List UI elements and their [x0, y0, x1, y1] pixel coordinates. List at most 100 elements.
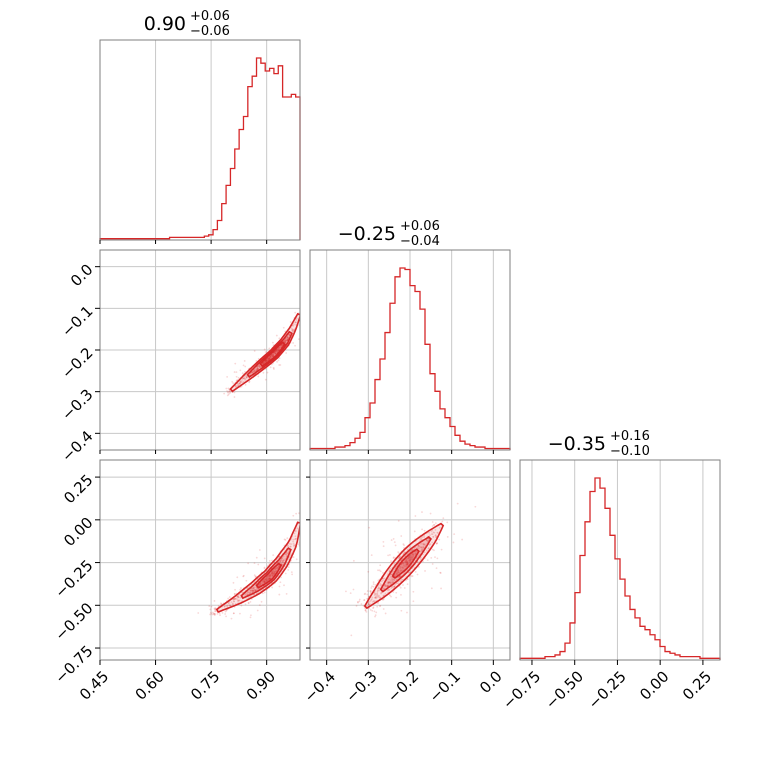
sample-point: [396, 582, 398, 584]
sample-point: [425, 539, 428, 541]
sample-point: [240, 604, 243, 607]
sample-point: [421, 511, 423, 513]
sample-point: [282, 555, 285, 558]
sample-point: [408, 559, 411, 562]
sample-point: [214, 609, 217, 612]
sample-point: [213, 613, 216, 616]
sample-point: [258, 364, 260, 367]
sample-point: [255, 359, 258, 362]
sample-point: [284, 340, 287, 343]
sample-point: [244, 603, 247, 606]
sample-point: [252, 587, 255, 590]
sample-point: [287, 337, 290, 340]
sample-point: [429, 534, 431, 537]
sample-point: [276, 350, 278, 352]
sample-point: [228, 392, 231, 394]
sample-point: [252, 590, 255, 593]
sample-point: [406, 560, 409, 563]
sample-point: [240, 381, 243, 383]
sample-point: [215, 610, 218, 613]
sample-point: [379, 582, 382, 585]
sample-point: [406, 578, 409, 581]
sample-point: [402, 552, 405, 555]
sample-point: [374, 592, 377, 595]
sample-point: [249, 590, 252, 593]
sample-point: [388, 569, 391, 572]
sample-point: [283, 538, 286, 541]
sample-point: [255, 589, 258, 591]
sample-point: [251, 371, 254, 374]
sample-point: [397, 519, 400, 522]
sample-point: [275, 349, 278, 352]
sample-point: [392, 556, 395, 559]
sample-point: [243, 376, 246, 379]
sample-point: [295, 537, 298, 540]
sample-point: [429, 512, 432, 515]
sample-point: [236, 576, 239, 579]
sample-point: [209, 613, 211, 616]
sample-point: [275, 348, 278, 351]
sample-point: [266, 578, 269, 580]
sample-point: [262, 362, 265, 365]
sample-point: [294, 311, 297, 314]
sample-point: [412, 554, 415, 557]
sample-point: [227, 597, 230, 600]
sample-point: [422, 543, 425, 546]
sample-point: [389, 554, 391, 556]
sample-point: [430, 556, 433, 559]
sample-point: [226, 604, 229, 607]
sample-point: [386, 584, 389, 587]
sample-point: [272, 354, 275, 357]
sample-point: [247, 601, 250, 604]
sample-point: [280, 344, 283, 347]
sample-point: [239, 593, 241, 595]
sample-point: [400, 569, 403, 572]
sample-point: [268, 357, 271, 359]
density-contour-2: [240, 547, 292, 600]
sample-point: [271, 354, 274, 357]
sample-point: [268, 577, 271, 580]
sample-point: [391, 579, 394, 582]
sample-point: [396, 573, 399, 576]
sample-point: [247, 591, 249, 594]
sample-point: [233, 600, 235, 603]
panel-frame: [519, 459, 721, 661]
sample-point: [252, 587, 254, 590]
sample-point: [258, 549, 261, 551]
sample-point: [404, 563, 407, 566]
sample-point: [286, 335, 289, 338]
sample-point: [266, 358, 269, 361]
sample-point: [262, 580, 264, 582]
sample-point: [235, 597, 237, 600]
sample-point: [412, 553, 415, 556]
sample-point: [379, 604, 382, 607]
sample-point: [441, 520, 444, 523]
sample-point: [365, 610, 368, 613]
sample-point: [372, 607, 375, 610]
histogram-panel-1: 0.90 +0.06−0.06: [99, 9, 301, 241]
sample-point: [407, 557, 410, 560]
sample-point: [284, 339, 287, 342]
sample-point: [387, 582, 390, 585]
sample-point: [402, 567, 405, 569]
sample-point: [239, 380, 242, 383]
sample-point: [402, 584, 404, 586]
sample-point: [232, 612, 235, 615]
sample-point: [257, 357, 260, 360]
sample-point: [399, 580, 402, 582]
sample-point: [395, 572, 398, 575]
panel-title-minus-3: −0.10: [610, 444, 650, 459]
sample-point: [263, 579, 266, 582]
sample-point: [224, 613, 227, 615]
sample-point: [214, 613, 217, 615]
sample-point: [389, 579, 392, 582]
sample-point: [400, 609, 403, 612]
sample-point: [420, 548, 423, 551]
sample-point: [387, 581, 390, 583]
sample-point: [377, 579, 380, 582]
sample-point: [411, 549, 414, 552]
sample-point: [406, 562, 409, 565]
sample-point: [286, 537, 289, 540]
sample-point: [387, 582, 390, 585]
